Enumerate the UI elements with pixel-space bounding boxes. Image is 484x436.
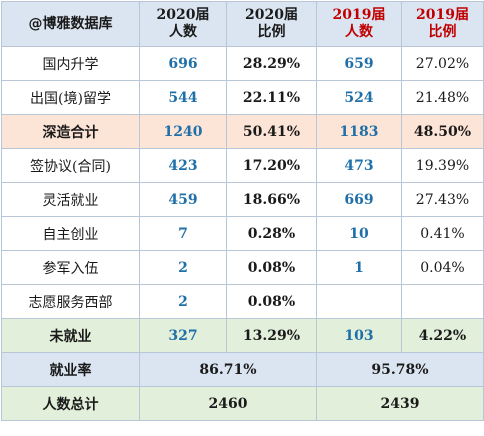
table-row: 签协议(合同) 423 17.20% 473 19.39% [1, 148, 484, 183]
count-2019: 669 [316, 182, 402, 217]
employment-rate-2020: 86.71% [139, 352, 317, 387]
count-2020: 423 [139, 148, 227, 183]
ratio-2020: 0.28% [226, 216, 317, 251]
ratio-2020: 17.20% [226, 148, 317, 183]
row-label: 出国(境)留学 [1, 80, 140, 115]
ratio-2019: 21.48% [401, 80, 484, 115]
count-2019 [316, 284, 402, 319]
header-2020-ratio-line2: 比例 [257, 24, 286, 40]
brand-watermark: @博雅数据库 [1, 1, 140, 47]
row-label: 志愿服务西部 [1, 284, 140, 319]
employment-rate-row: 就业率 86.71% 95.78% [1, 352, 484, 387]
table-row: 国内升学 696 28.29% 659 27.02% [1, 46, 484, 81]
table-row: 志愿服务西部 2 0.08% [1, 284, 484, 319]
count-2020: 327 [139, 318, 227, 353]
count-2020: 459 [139, 182, 227, 217]
count-2020: 696 [139, 46, 227, 81]
table-row-subtotal: 深造合计 1240 50.41% 1183 48.50% [1, 114, 484, 149]
ratio-2020: 0.08% [226, 250, 317, 285]
total-2020: 2460 [139, 386, 317, 421]
header-2020-count-line2: 人数 [169, 24, 197, 40]
count-2020: 2 [139, 250, 227, 285]
count-2020: 7 [139, 216, 227, 251]
table-row-unemployed: 未就业 327 13.29% 103 4.22% [1, 318, 484, 353]
count-2019: 1183 [316, 114, 402, 149]
ratio-2020: 22.11% [226, 80, 317, 115]
ratio-2019: 48.50% [401, 114, 484, 149]
row-label: 签协议(合同) [1, 148, 140, 183]
employment-comparison-table: @博雅数据库 2020届 人数 2020届 比例 2019届 人数 2019届 … [1, 1, 484, 421]
employment-rate-label: 就业率 [1, 352, 140, 387]
header-row: @博雅数据库 2020届 人数 2020届 比例 2019届 人数 2019届 … [1, 1, 484, 47]
row-label: 灵活就业 [1, 182, 140, 217]
row-label: 深造合计 [1, 114, 140, 149]
ratio-2019: 0.04% [401, 250, 484, 285]
row-label: 未就业 [1, 318, 140, 353]
count-2019: 659 [316, 46, 402, 81]
header-2020-ratio: 2020届 比例 [226, 1, 317, 47]
count-2020: 544 [139, 80, 227, 115]
total-row: 人数总计 2460 2439 [1, 386, 484, 421]
count-2019: 103 [316, 318, 402, 353]
employment-rate-2019: 95.78% [316, 352, 484, 387]
ratio-2019: 0.41% [401, 216, 484, 251]
ratio-2019 [401, 284, 484, 319]
table-row: 灵活就业 459 18.66% 669 27.43% [1, 182, 484, 217]
ratio-2020: 50.41% [226, 114, 317, 149]
header-2019-count-line1: 2019届 [332, 7, 386, 23]
ratio-2019: 19.39% [401, 148, 484, 183]
header-2019-count: 2019届 人数 [316, 1, 402, 47]
table-row: 出国(境)留学 544 22.11% 524 21.48% [1, 80, 484, 115]
count-2019: 524 [316, 80, 402, 115]
count-2019: 1 [316, 250, 402, 285]
row-label: 自主创业 [1, 216, 140, 251]
count-2019: 473 [316, 148, 402, 183]
header-2020-ratio-line1: 2020届 [245, 7, 298, 23]
header-2019-ratio-line1: 2019届 [416, 7, 469, 23]
ratio-2019: 4.22% [401, 318, 484, 353]
ratio-2019: 27.43% [401, 182, 484, 217]
header-2020-count: 2020届 人数 [139, 1, 227, 47]
total-2019: 2439 [316, 386, 484, 421]
ratio-2019: 27.02% [401, 46, 484, 81]
total-label: 人数总计 [1, 386, 140, 421]
table-row: 参军入伍 2 0.08% 1 0.04% [1, 250, 484, 285]
count-2020: 2 [139, 284, 227, 319]
ratio-2020: 0.08% [226, 284, 317, 319]
table-row: 自主创业 7 0.28% 10 0.41% [1, 216, 484, 251]
ratio-2020: 13.29% [226, 318, 317, 353]
header-2019-ratio: 2019届 比例 [401, 1, 484, 47]
header-2019-count-line2: 人数 [345, 24, 373, 40]
count-2020: 1240 [139, 114, 227, 149]
header-2019-ratio-line2: 比例 [428, 24, 457, 40]
ratio-2020: 28.29% [226, 46, 317, 81]
header-2020-count-line1: 2020届 [156, 7, 210, 23]
row-label: 参军入伍 [1, 250, 140, 285]
count-2019: 10 [316, 216, 402, 251]
row-label: 国内升学 [1, 46, 140, 81]
ratio-2020: 18.66% [226, 182, 317, 217]
